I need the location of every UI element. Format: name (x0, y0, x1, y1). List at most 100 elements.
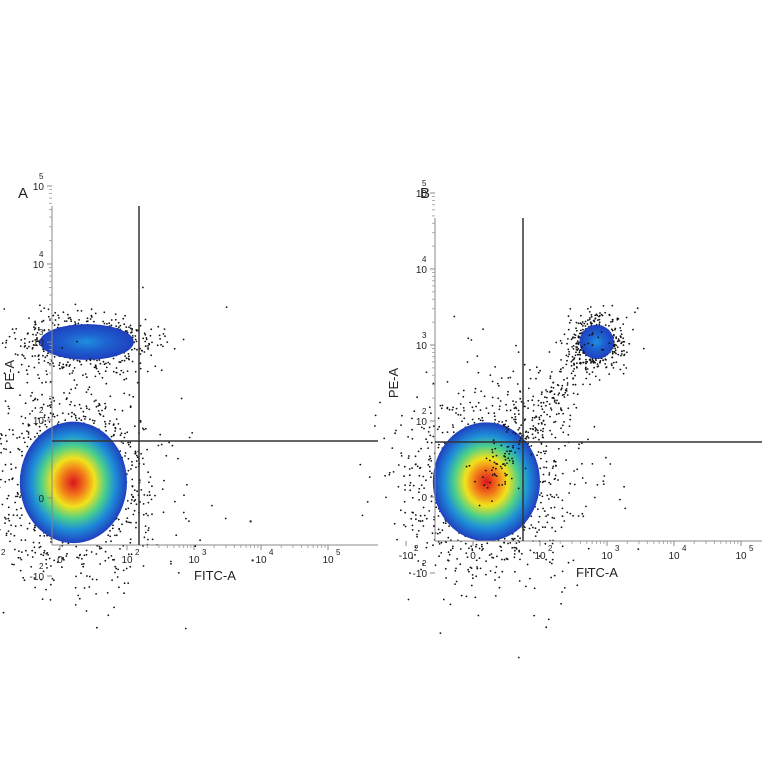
event-dot (491, 380, 494, 383)
event-dot (495, 454, 498, 457)
event-dot (20, 524, 22, 527)
event-dot (590, 313, 593, 316)
event-dot (426, 441, 429, 444)
event-dot (538, 555, 541, 557)
event-dot (15, 495, 17, 498)
event-dot (43, 549, 46, 552)
event-dot (429, 434, 432, 437)
event-dot (127, 582, 130, 584)
panel-a-x-tick-label: 10 (322, 555, 334, 566)
event-dot (374, 425, 376, 427)
event-dot (50, 565, 52, 567)
event-dot (602, 480, 605, 482)
event-dot (98, 372, 101, 375)
event-dot (21, 450, 23, 453)
event-dot (442, 521, 445, 524)
event-dot (569, 418, 572, 421)
event-dot (560, 359, 562, 361)
event-dot (459, 563, 462, 566)
event-dot (122, 371, 125, 374)
event-dot (127, 553, 130, 556)
event-dot (576, 340, 579, 342)
event-dot (14, 548, 16, 551)
event-dot (403, 524, 405, 526)
event-dot (143, 332, 146, 335)
event-dot (556, 384, 559, 386)
event-dot (94, 366, 97, 369)
event-dot (74, 321, 76, 323)
event-dot (420, 447, 422, 450)
event-dot (599, 360, 602, 362)
event-dot (558, 392, 561, 395)
event-dot (39, 534, 41, 537)
event-dot (129, 324, 132, 327)
event-dot (11, 429, 14, 432)
event-dot (142, 513, 145, 516)
density-core (39, 324, 134, 360)
event-dot (10, 386, 13, 389)
event-dot (523, 363, 526, 366)
event-dot (570, 360, 573, 363)
event-dot (62, 366, 65, 369)
event-dot (128, 355, 130, 358)
event-dot (129, 406, 132, 409)
event-dot (36, 340, 38, 343)
panel-b-x-axis-label: FITC-A (576, 565, 618, 580)
event-dot (66, 397, 68, 399)
event-dot (134, 338, 137, 341)
event-dot (98, 404, 101, 406)
event-dot (590, 315, 593, 318)
event-dot (90, 314, 93, 317)
event-dot (616, 346, 619, 349)
event-dot (515, 344, 517, 347)
event-dot (572, 370, 575, 372)
event-dot (125, 377, 128, 380)
event-dot (637, 548, 640, 551)
event-dot (563, 421, 565, 423)
event-dot (409, 572, 411, 574)
event-dot (587, 438, 589, 441)
event-dot (469, 401, 471, 404)
event-dot (573, 364, 575, 366)
event-dot (491, 396, 494, 399)
event-dot (600, 331, 603, 333)
panel-b-y-tick-label: 10 (416, 265, 428, 276)
event-dot (480, 390, 483, 393)
event-dot (532, 425, 535, 427)
event-dot (587, 307, 589, 310)
event-dot (546, 494, 549, 497)
event-dot (57, 421, 60, 423)
event-dot (540, 414, 542, 417)
event-dot (487, 412, 490, 415)
event-dot (501, 421, 504, 423)
event-dot (141, 457, 144, 460)
event-dot (34, 526, 36, 529)
event-dot (622, 344, 625, 346)
event-dot (3, 308, 6, 310)
event-dot (541, 408, 544, 411)
event-dot (115, 418, 118, 420)
event-dot (5, 341, 7, 344)
event-dot (555, 465, 557, 467)
event-dot (587, 319, 589, 322)
event-dot (121, 359, 123, 362)
event-dot (164, 335, 166, 338)
event-dot (598, 321, 601, 324)
event-dot (597, 365, 600, 367)
event-dot (608, 314, 611, 317)
event-dot (40, 578, 43, 581)
event-dot (533, 416, 536, 419)
event-dot (403, 500, 406, 503)
event-dot (491, 474, 494, 476)
event-dot (428, 458, 430, 461)
event-dot (211, 504, 213, 507)
event-dot (604, 311, 607, 314)
event-dot (593, 496, 596, 499)
event-dot (561, 499, 564, 502)
event-dot (587, 342, 590, 345)
event-dot (545, 460, 548, 463)
event-dot (576, 468, 579, 471)
event-dot (119, 450, 122, 452)
event-dot (37, 327, 40, 329)
event-dot (562, 431, 565, 434)
